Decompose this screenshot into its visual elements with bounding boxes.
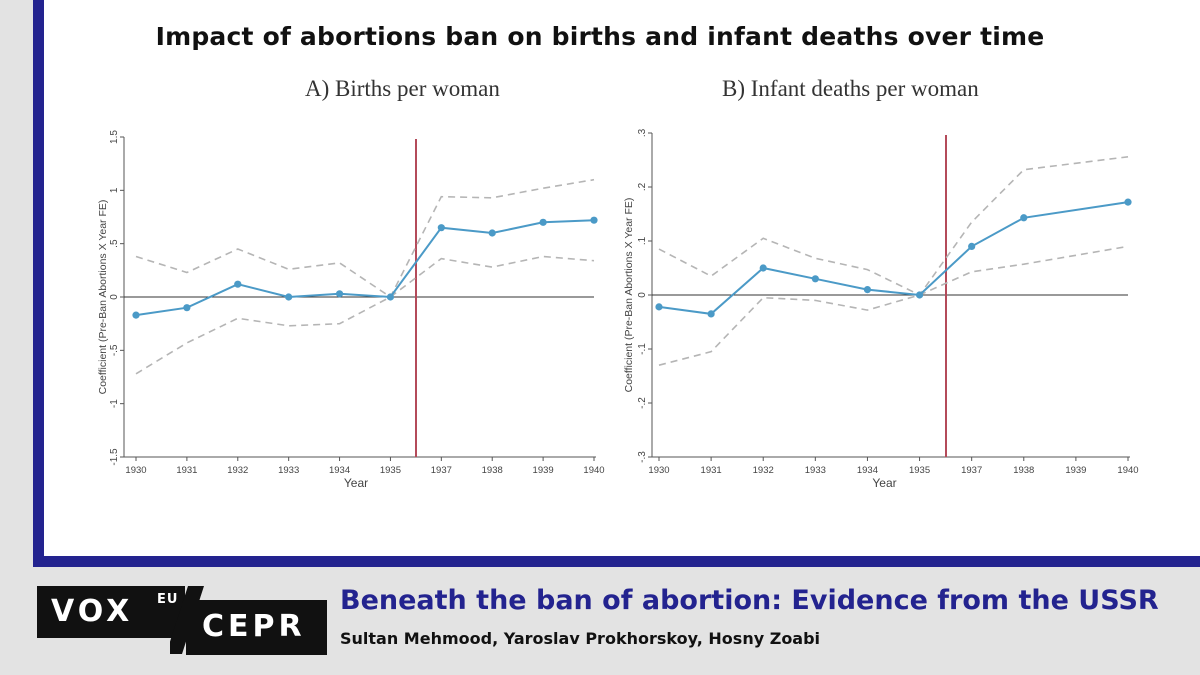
ci-ci-upper-line [658, 156, 1129, 297]
y-tick-label: -.1 [637, 343, 648, 355]
chart-a: -1.5 -1 -.5 0 .5 1 1.5 Coefficient (Pre-Ban Abo… [97, 130, 605, 490]
estimate-point [655, 303, 663, 311]
chart-frame [33, 0, 1200, 567]
x-tick-label: 1938 [482, 465, 503, 476]
y-axis-label: Coefficient (Pre-Ban Abortions X Year FE… [97, 200, 109, 395]
x-tick-label: 1931 [176, 465, 197, 476]
estimate-point [386, 293, 395, 301]
x-tick-label: 1938 [1013, 465, 1034, 476]
estimate-point [488, 229, 496, 237]
chart-b-title: B) Infant deaths per woman [722, 76, 979, 101]
x-tick-label: 1932 [227, 465, 248, 476]
estimate-point [968, 242, 976, 250]
ci-ci-lower-line [658, 245, 1129, 366]
vox-eu-logo: VOX EU [37, 586, 185, 638]
y-tick-label: -1 [109, 399, 120, 408]
x-tick-label: 1930 [648, 465, 669, 476]
logo-eu-text: EU [157, 592, 179, 607]
x-tick-label: 1940 [583, 465, 604, 476]
estimate-point [590, 216, 598, 224]
y-tick-label: -.2 [637, 397, 648, 409]
x-tick-label: 1940 [1117, 465, 1138, 476]
x-tick-label: 1939 [533, 465, 554, 476]
x-axis-label: Year [344, 476, 368, 490]
y-tick-label: 0 [637, 292, 648, 298]
estimate-line [135, 219, 595, 317]
x-tick-label: 1939 [1065, 465, 1086, 476]
estimate-point [707, 310, 715, 318]
y-tick-label: .3 [637, 128, 648, 137]
y-tick-label: -.3 [637, 451, 648, 463]
x-tick-label: 1935 [909, 465, 930, 476]
x-tick-label: 1933 [805, 465, 826, 476]
ci-ci-lower-line [135, 255, 595, 375]
y-tick-label: 0 [109, 294, 120, 300]
estimate-point [132, 311, 140, 319]
x-tick-label: 1937 [961, 465, 982, 476]
estimate-point [183, 304, 191, 312]
y-tick-label: 1.5 [109, 130, 120, 144]
logo-cepr-text: CEPR [202, 609, 306, 644]
y-tick-label: .5 [109, 239, 120, 248]
x-tick-label: 1934 [857, 465, 878, 476]
chart-a-title: A) Births per woman [305, 76, 500, 101]
estimate-point [539, 218, 547, 226]
x-tick-label: 1933 [278, 465, 299, 476]
page-title: Impact of abortions ban on births and in… [155, 22, 1045, 51]
y-tick-label: 1 [109, 187, 120, 193]
estimate-point [234, 280, 242, 288]
y-axis-label: Coefficient (Pre-Ban Abortions X Year FE… [623, 198, 635, 393]
estimate-point [915, 291, 924, 299]
y-tick-label: .1 [637, 236, 648, 245]
cepr-logo: CEPR [186, 600, 327, 655]
y-tick-label: -.5 [109, 344, 120, 356]
x-tick-label: 1935 [380, 465, 401, 476]
logo-vox-text: VOX [51, 594, 134, 629]
estimate-point [811, 275, 819, 283]
estimate-point [863, 286, 872, 294]
estimate-point [437, 224, 445, 232]
estimate-point [759, 264, 767, 272]
x-tick-label: 1931 [701, 465, 722, 476]
x-tick-label: 1932 [753, 465, 774, 476]
estimate-point [285, 293, 293, 301]
y-tick-label: .2 [637, 182, 648, 191]
x-axis-label: Year [872, 476, 896, 490]
estimate-point [335, 290, 344, 298]
x-tick-label: 1937 [431, 465, 452, 476]
chart-b: -.3 -.2 -.1 0 .1 .2 .3 Coefficient (Pre-Ban Abo… [623, 128, 1139, 490]
x-tick-label: 1930 [125, 465, 146, 476]
article-authors: Sultan Mehmood, Yaroslav Prokhorskoy, Ho… [340, 629, 821, 648]
y-tick-label: -1.5 [109, 448, 120, 466]
ci-ci-upper-line [135, 178, 595, 299]
estimate-point [1124, 198, 1132, 206]
article-title: Beneath the ban of abortion: Evidence fr… [340, 585, 1159, 616]
x-tick-label: 1934 [329, 465, 350, 476]
estimate-point [1020, 214, 1028, 222]
